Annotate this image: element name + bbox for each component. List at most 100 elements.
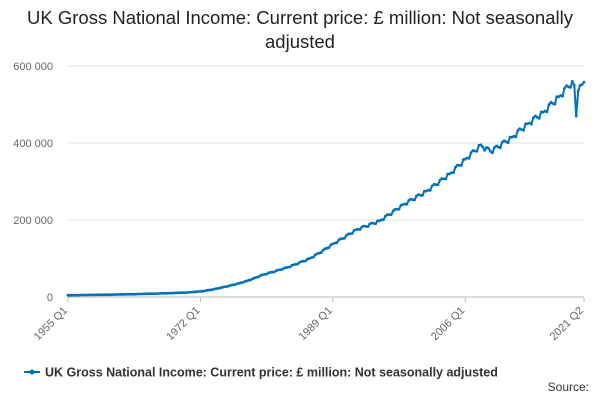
data-point (574, 114, 578, 118)
x-tick-label: 1989 Q1 (297, 305, 335, 343)
data-point (105, 293, 109, 297)
data-point (76, 293, 80, 297)
data-point (405, 202, 409, 206)
data-point (138, 292, 142, 296)
data-point (117, 293, 120, 296)
data-point (421, 194, 424, 197)
data-point (582, 80, 586, 84)
data-point (547, 103, 551, 107)
data-point (467, 156, 471, 160)
data-point (506, 141, 510, 145)
data-point (434, 183, 438, 187)
data-point (183, 291, 187, 294)
x-axis: 1955 Q1 1972 Q1 1989 Q1 2006 Q1 2021 Q2 (32, 297, 586, 343)
data-point (95, 293, 99, 297)
data-point (113, 293, 117, 296)
gridlines (68, 65, 584, 298)
data-point (444, 177, 448, 181)
legend-marker (29, 369, 35, 375)
y-tick-label: 600 000 (13, 61, 53, 73)
data-point (162, 291, 165, 295)
data-point (311, 255, 315, 259)
data-point (498, 146, 502, 150)
data-point (72, 293, 76, 297)
source-label: Source: (547, 380, 589, 394)
data-point (335, 241, 339, 245)
y-axis: 0 200 000 400 000 600 000 (13, 61, 53, 304)
data-point (563, 86, 566, 90)
data-point (385, 213, 389, 217)
data-point (428, 189, 432, 192)
data-point (175, 291, 179, 295)
data-point (125, 292, 128, 296)
data-point (569, 86, 572, 89)
series-line (68, 80, 585, 297)
data-point (459, 164, 463, 167)
data-point (516, 129, 520, 133)
data-point (469, 151, 473, 155)
data-point (438, 178, 442, 182)
data-point (132, 292, 136, 296)
y-tick-label: 200 000 (13, 215, 53, 227)
data-point (514, 135, 518, 139)
x-tick-label: 2021 Q2 (548, 305, 586, 343)
data-point (345, 234, 348, 237)
data-point (500, 140, 504, 144)
data-point (442, 177, 446, 181)
data-point (343, 236, 346, 240)
data-point (165, 291, 169, 295)
data-point (84, 293, 87, 297)
x-tick-label: 1955 Q1 (32, 305, 70, 343)
x-tick-label: 2006 Q1 (429, 305, 467, 343)
data-point (533, 114, 537, 118)
data-point (530, 122, 533, 126)
data-point (296, 262, 300, 266)
data-point (413, 198, 416, 202)
data-point (522, 128, 525, 132)
data-point (366, 225, 370, 229)
data-point (475, 149, 479, 153)
data-point (319, 251, 323, 255)
data-point (391, 209, 395, 213)
data-point (545, 110, 549, 114)
data-point (146, 292, 150, 296)
data-point (572, 83, 576, 87)
legend[interactable]: UK Gross National Income: Current price:… (24, 366, 498, 380)
data-point (481, 145, 485, 149)
y-tick-label: 0 (47, 292, 53, 304)
data-point (150, 292, 154, 295)
data-point (80, 293, 83, 297)
data-point (154, 292, 158, 295)
data-point (452, 171, 455, 175)
data-point (532, 116, 535, 120)
data-point (384, 214, 387, 218)
data-point (479, 143, 483, 147)
x-tick-label: 1972 Q1 (164, 305, 202, 343)
data-point (580, 83, 584, 86)
y-tick-label: 400 000 (13, 138, 53, 150)
data-point (88, 293, 91, 297)
data-point (389, 213, 393, 217)
data-point (436, 183, 440, 187)
data-point (493, 146, 496, 149)
data-point (68, 293, 72, 297)
data-point (415, 194, 418, 198)
data-point (142, 292, 146, 296)
data-point (158, 292, 161, 295)
data-point (537, 117, 541, 120)
data-point (327, 246, 331, 250)
data-point (491, 151, 494, 155)
data-point (121, 293, 124, 296)
legend-label[interactable]: UK Gross National Income: Current price:… (45, 366, 498, 380)
data-point (350, 232, 354, 235)
data-point (454, 165, 457, 169)
data-point (483, 148, 487, 152)
data-point (487, 147, 490, 150)
data-point (374, 222, 378, 226)
data-point (397, 207, 401, 211)
chart-title: UK Gross National Income: Current price:… (27, 7, 573, 52)
data-point (430, 184, 434, 188)
data-point (561, 94, 564, 98)
data-point (101, 293, 105, 297)
